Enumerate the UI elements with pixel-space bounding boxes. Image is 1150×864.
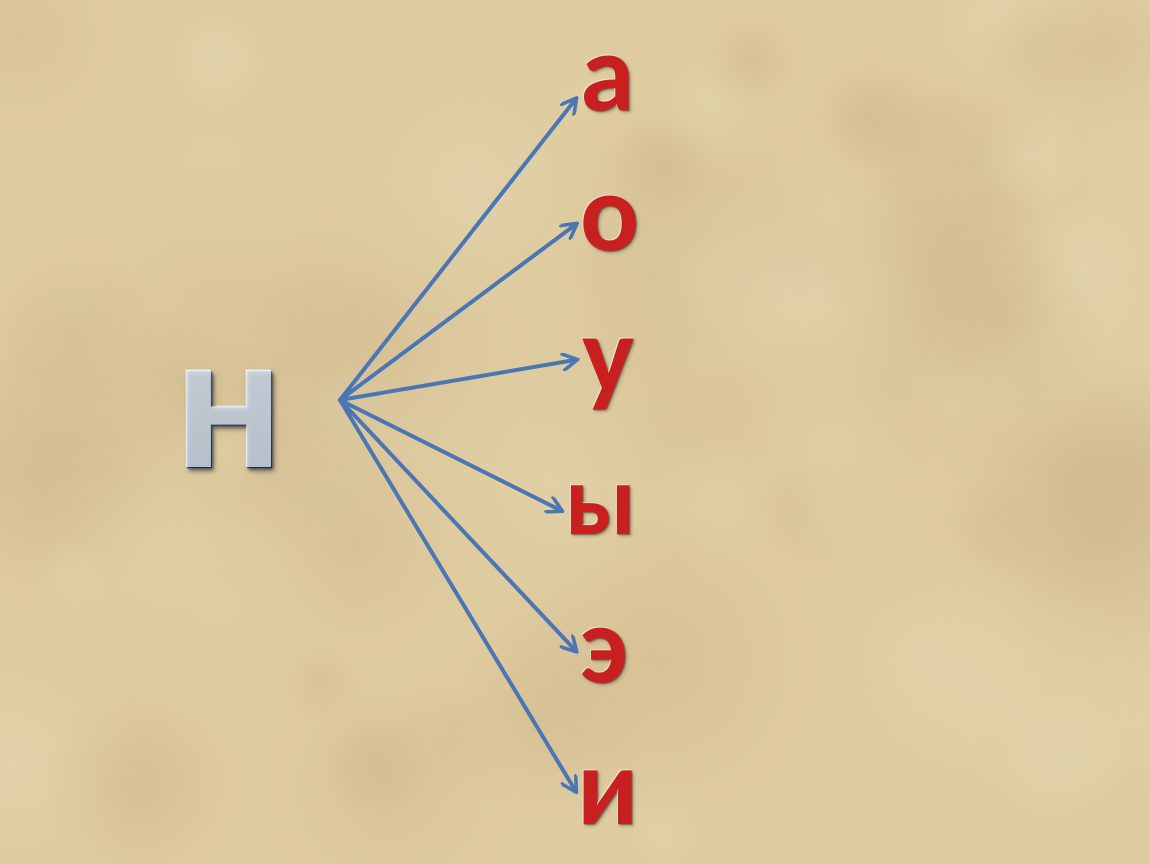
- target-vowel-1: о: [580, 158, 639, 268]
- arrow-2: [340, 360, 575, 400]
- target-vowel-3: ы: [565, 450, 636, 550]
- target-vowel-2: у: [582, 300, 634, 410]
- target-vowel-4: э: [580, 590, 628, 700]
- source-consonant: н: [175, 300, 284, 500]
- target-vowel-0: а: [580, 18, 634, 128]
- arrow-4: [340, 400, 575, 650]
- target-vowel-5: и: [577, 732, 638, 842]
- arrow-fan: [0, 0, 1150, 864]
